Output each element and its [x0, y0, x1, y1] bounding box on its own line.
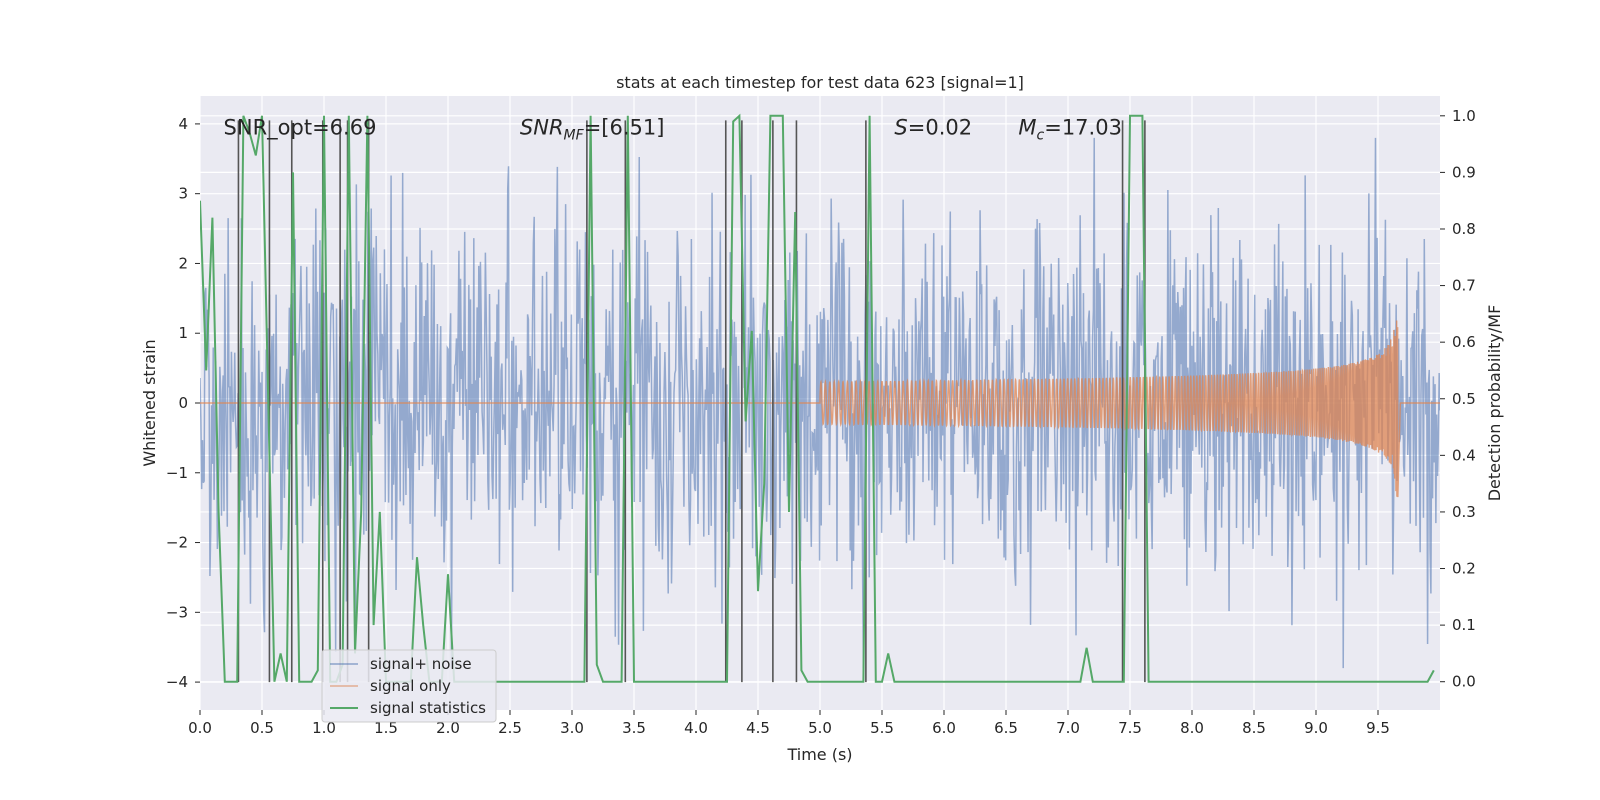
y-right-tick-label: 0.2	[1452, 560, 1476, 578]
x-tick-label: 6.0	[932, 719, 956, 737]
series-signal-noise	[200, 137, 1440, 669]
y-tick-label: −3	[166, 603, 188, 621]
x-tick-label: 3.0	[560, 719, 584, 737]
annotations: SNR_opt=6.69 SNRMF=[6.51] S=0.02 Mc=17.03	[224, 115, 1122, 143]
annotation-value: =17.03	[1044, 115, 1122, 139]
y-right-tick-label: 0.6	[1452, 333, 1476, 351]
x-tick-label: 6.5	[994, 719, 1018, 737]
annotation-1: SNRMF=[6.51]	[520, 115, 665, 143]
annotation-3: Mc=17.03	[1018, 115, 1122, 143]
y-tick-label: 3	[178, 185, 188, 203]
legend-entry: signal only	[370, 677, 451, 695]
x-tick-label: 2.5	[498, 719, 522, 737]
y-tick-label: 1	[178, 324, 188, 342]
y-right-tick-label: 0.0	[1452, 673, 1476, 691]
y-right-tick-label: 0.8	[1452, 220, 1476, 238]
x-tick-label: 2.0	[436, 719, 460, 737]
vertical-markers	[237, 120, 1146, 683]
legend-box	[321, 649, 497, 723]
y-axis-label: Whitened strain	[140, 339, 159, 466]
annotation-main: SNR	[520, 115, 564, 139]
y-tick-label: −2	[166, 534, 188, 552]
x-tick-label: 0.5	[250, 719, 274, 737]
annotation-2: S=0.02	[894, 115, 972, 139]
y-right-tick-label: 0.1	[1452, 616, 1476, 634]
x-tick-label: 5.5	[870, 719, 894, 737]
y-right-tick-label: 0.7	[1452, 277, 1476, 295]
legend-entry: signal+ noise	[370, 655, 472, 673]
y-right-tick-label: 0.9	[1452, 163, 1476, 181]
y-right-axis-ticks: 1.0 0.9 0.8 0.7 0.6 0.5 0.4 0.3 0.2 0.1 0.0	[1440, 107, 1476, 691]
x-tick-label: 8.5	[1242, 719, 1266, 737]
series-signal-statistics	[200, 113, 1435, 683]
legend: signal+ noise signal only signal statistic…	[321, 649, 497, 723]
annotation-value: =[6.51]	[584, 115, 665, 139]
y-tick-label: 0	[178, 394, 188, 412]
plot-series	[200, 113, 1440, 683]
annotation-main: M	[1018, 115, 1036, 139]
chart-title: stats at each timestep for test data 623…	[616, 73, 1024, 92]
x-tick-label: 9.5	[1366, 719, 1390, 737]
x-tick-label: 4.0	[684, 719, 708, 737]
annotation-0: SNR_opt=6.69	[224, 115, 377, 140]
y-right-tick-label: 0.4	[1452, 446, 1476, 464]
annotation-subscript: MF	[564, 127, 585, 143]
x-tick-label: 1.0	[312, 719, 336, 737]
y-tick-label: 2	[178, 254, 188, 272]
x-axis-ticks: 0.0 0.5 1.0 1.5 2.0 2.5 3.0 3.5 4.0 4.5 5.0 5.5 6.0 6…	[188, 710, 1390, 737]
x-tick-label: 9.0	[1304, 719, 1328, 737]
annotation-value: =0.02	[908, 115, 972, 139]
series-signal-only	[200, 320, 1440, 498]
y-tick-label: 4	[178, 115, 188, 133]
legend-entry: signal statistics	[370, 699, 486, 717]
x-tick-label: 0.0	[188, 719, 212, 737]
y-right-tick-label: 0.3	[1452, 503, 1476, 521]
x-tick-label: 3.5	[622, 719, 646, 737]
y-tick-label: −1	[166, 464, 188, 482]
x-axis-label: Time (s)	[786, 745, 852, 764]
x-tick-label: 1.5	[374, 719, 398, 737]
y-axis-ticks: 4 3 2 1 0 −1 −2 −3 −4	[166, 115, 200, 691]
y-right-axis-label: Detection probability/MF	[1485, 305, 1504, 502]
y-right-tick-label: 0.5	[1452, 390, 1476, 408]
plot-content	[200, 113, 1440, 683]
annotation-subscript: c	[1037, 127, 1045, 143]
x-tick-label: 4.5	[746, 719, 770, 737]
y-right-tick-label: 1.0	[1452, 107, 1476, 125]
x-tick-label: 7.0	[1056, 719, 1080, 737]
y-tick-label: −4	[166, 673, 188, 691]
x-tick-label: 8.0	[1180, 719, 1204, 737]
x-tick-label: 7.5	[1118, 719, 1142, 737]
x-tick-label: 5.0	[808, 719, 832, 737]
annotation-main: S	[894, 115, 907, 139]
